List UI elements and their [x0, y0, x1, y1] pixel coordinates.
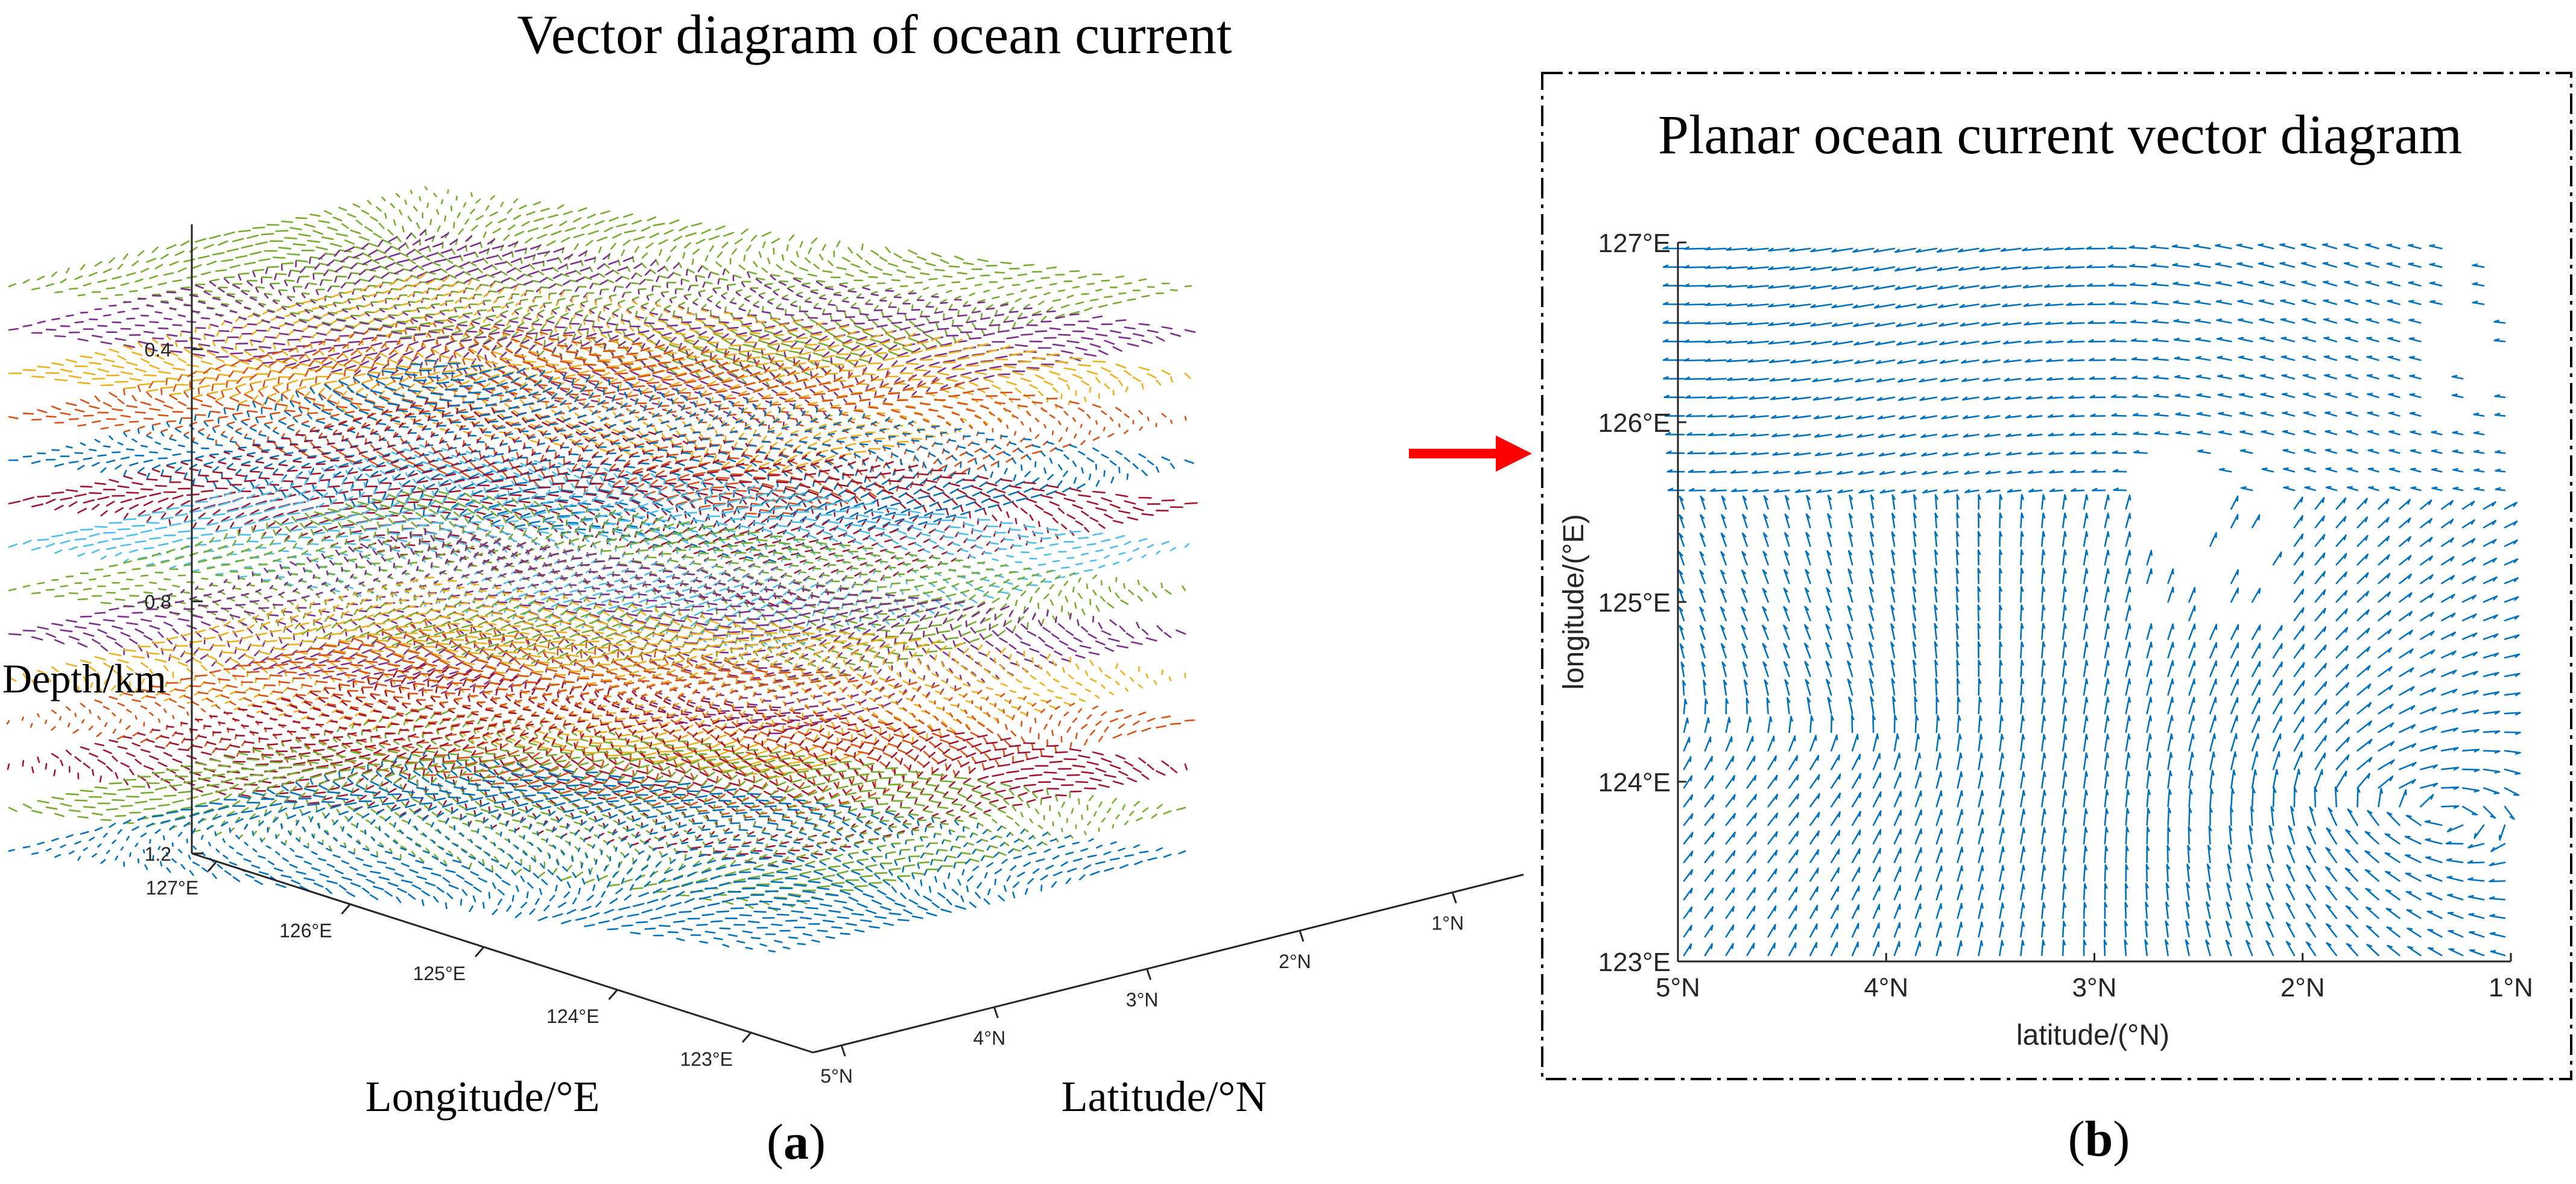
panel-a-label-letter: a [783, 1114, 809, 1170]
longitude-tick-label: 123°E [680, 1048, 733, 1070]
panel-b-vector-field [1662, 243, 2521, 957]
layer-vectors [8, 487, 1186, 692]
panel-b-y-tick-label: 127°E [1598, 229, 1671, 258]
depth-layer [6, 620, 1195, 822]
longitude-tick-label: 126°E [279, 920, 332, 942]
panel-b-x-tick-label: 5°N [1656, 973, 1700, 1002]
depth-layer [8, 750, 1186, 953]
panel-b-frame [1541, 72, 2572, 1080]
layer-vectors [6, 620, 1195, 822]
panel-b-label-letter: b [2084, 1111, 2113, 1167]
panel-b-y-tick-label: 124°E [1598, 768, 1671, 797]
latitude-tick-mark [1146, 968, 1152, 980]
panel-a-title: Vector diagram of ocean current [517, 4, 1232, 65]
latitude-tick-label: 3°N [1126, 989, 1159, 1010]
depth-layer [8, 186, 1192, 387]
panel-b-label-open: ( [2068, 1111, 2085, 1167]
panel-b-y-tick-label: 125°E [1598, 588, 1671, 618]
latitude-tick-mark [993, 1007, 999, 1019]
depth-layer [8, 707, 1186, 912]
depth-tick-label: 0.4 [145, 339, 171, 361]
layer-vectors [8, 186, 1192, 387]
panel-b-chart: 127°E 126°E 125°E 124°E 123°E 5°N 4°N 3°N 2°N 1°… [1558, 229, 2533, 1051]
panel-b-x-ticks: 5°N 4°N 3°N 2°N 1°N [1656, 953, 2533, 1002]
longitude-axis-ticks: 127°E 126°E 125°E 124°E 123°E [146, 861, 752, 1070]
panel-b-x-tick-label: 3°N [2072, 973, 2117, 1002]
panel-b-y-label: longitude/(°E) [1558, 514, 1590, 689]
panel-b-label: (b) [2014, 1110, 2183, 1168]
panel-a-label-close: ) [809, 1114, 826, 1170]
longitude-tick-label: 127°E [146, 877, 199, 899]
depth-axis-label: Depth/km [2, 656, 166, 701]
latitude-tick-label: 2°N [1279, 951, 1311, 972]
panel-b-vectors [1662, 243, 2521, 957]
depth-tick-label: 0.8 [145, 591, 171, 613]
panel-b-y-tick-label: 126°E [1598, 408, 1671, 438]
longitude-tick-mark [741, 1032, 752, 1043]
latitude-axis-line [812, 873, 1524, 1054]
panel-b-x-tick-label: 2°N [2280, 973, 2325, 1002]
panel-a-label-open: ( [767, 1114, 783, 1170]
latitude-axis-label: Latitude/°N [1062, 1072, 1267, 1121]
depth-axis-ticks: 0.4 0.8 1.2 [145, 339, 203, 865]
latitude-tick-mark [1451, 892, 1457, 904]
longitude-axis-label: Longitude/°E [366, 1072, 600, 1121]
latitude-tick-label: 1°N [1431, 913, 1464, 934]
latitude-tick-mark [1299, 930, 1305, 942]
longitude-tick-label: 125°E [413, 963, 466, 984]
panel-b-y-ticks: 127°E 126°E 125°E 124°E 123°E [1598, 229, 1686, 977]
longitude-axis-line [191, 852, 814, 1054]
panel-a-label: (a) [712, 1113, 881, 1171]
panel-a-vector-layers [6, 186, 1198, 953]
panel-b-x-label: latitude/(°N) [2016, 1019, 2169, 1051]
panel-b-title: Planar ocean current vector diagram [1657, 104, 2463, 165]
depth-tick-label: 1.2 [145, 843, 171, 865]
latitude-axis-ticks: 1°N 2°N 3°N 4°N 5°N [820, 892, 1464, 1087]
longitude-tick-mark [207, 861, 218, 872]
longitude-tick-mark [474, 946, 485, 958]
latitude-tick-label: 5°N [820, 1065, 853, 1087]
longitude-tick-label: 124°E [546, 1005, 600, 1027]
latitude-tick-mark [840, 1045, 846, 1057]
longitude-tick-mark [608, 989, 618, 1001]
layer-vectors [8, 528, 1186, 735]
layer-vectors [8, 750, 1186, 953]
red-pointer-arrow [1409, 435, 1532, 472]
depth-layer [8, 487, 1186, 692]
longitude-tick-mark [341, 904, 351, 915]
layer-vectors [8, 707, 1186, 912]
latitude-tick-label: 4°N [973, 1027, 1006, 1049]
panel-b-x-tick-label: 1°N [2489, 973, 2533, 1002]
depth-layer [8, 528, 1186, 735]
panel-b-x-tick-label: 4°N [1864, 973, 1908, 1002]
panel-a-chart: 0.4 0.8 1.2 127°E 126°E 125°E 124°E 123°E 1°N 2… [2, 186, 1524, 1121]
panel-b-label-close: ) [2113, 1111, 2130, 1167]
panel-b-y-tick-label: 123°E [1598, 948, 1671, 977]
red-arrow-head [1496, 435, 1532, 472]
